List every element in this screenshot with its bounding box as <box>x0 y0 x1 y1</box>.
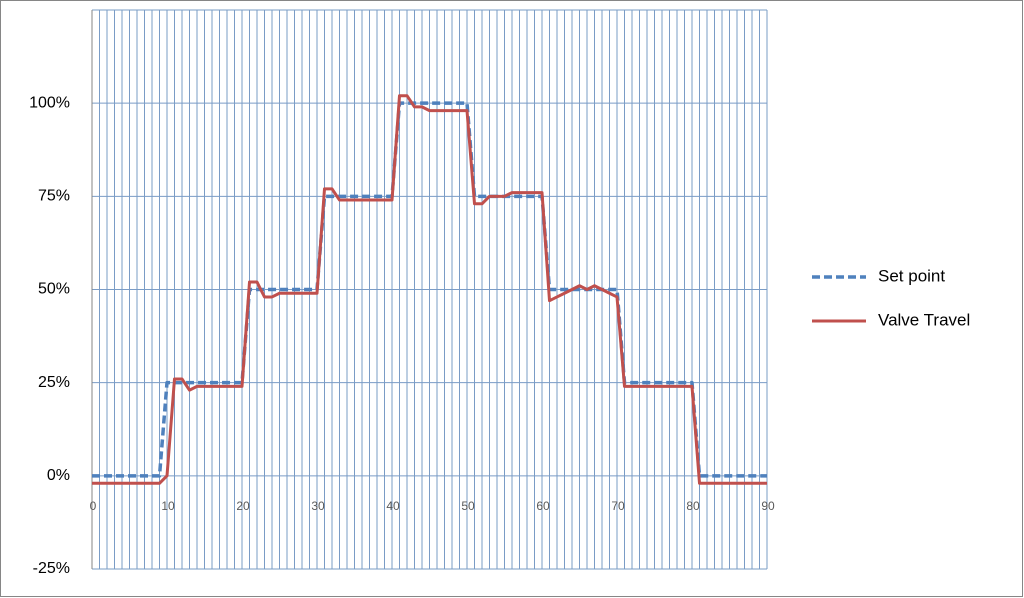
x-tick-label: 20 <box>236 499 250 513</box>
y-tick-label: 100% <box>29 94 70 111</box>
x-tick-label: 60 <box>536 499 550 513</box>
x-tick-label: 40 <box>386 499 400 513</box>
series-line <box>92 94 767 485</box>
x-tick-label: 0 <box>90 499 97 513</box>
x-tick-label: 10 <box>161 499 175 513</box>
x-tick-label: 30 <box>311 499 325 513</box>
legend-label: Set point <box>878 266 945 285</box>
y-tick-label: -25% <box>33 560 70 577</box>
series-line <box>92 101 767 478</box>
legend-label: Valve Travel <box>878 310 970 329</box>
x-tick-label: 80 <box>686 499 700 513</box>
x-tick-label: 50 <box>461 499 475 513</box>
x-tick-label: 70 <box>611 499 625 513</box>
plot <box>92 94 767 485</box>
y-tick-label: 25% <box>38 374 70 391</box>
y-tick-label: 75% <box>38 188 70 205</box>
x-tick-label: 90 <box>761 499 775 513</box>
y-tick-label: 0% <box>47 467 70 484</box>
y-tick-label: 50% <box>38 281 70 298</box>
labels: -25% 0% 25% 50% 75% 100% 0 10 20 30 40 50 60 70 80 90 Se… <box>29 94 970 577</box>
